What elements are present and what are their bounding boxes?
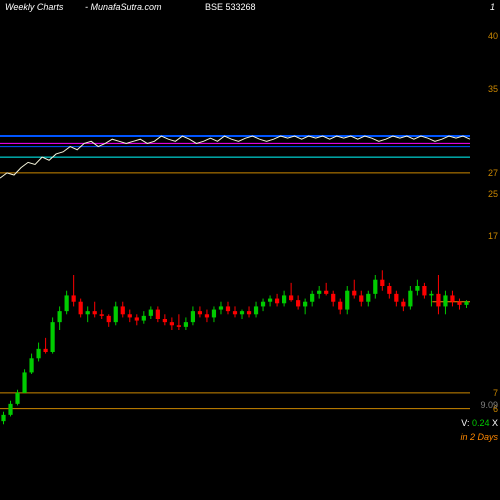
axis-label: 7 <box>493 388 498 398</box>
footer-v-suffix: X <box>489 418 498 428</box>
title-left: Weekly Charts <box>5 2 63 12</box>
axis-label: 40 <box>488 31 498 41</box>
footer-v-value: 0.24 <box>472 418 490 428</box>
chart-svg <box>0 0 500 500</box>
footer-days: in 2 Days <box>460 432 498 442</box>
footer-close-value: 9.09 <box>480 400 498 410</box>
axis-label: 17 <box>488 231 498 241</box>
footer-close: 9.09 <box>480 400 498 410</box>
axis-label: 35 <box>488 84 498 94</box>
footer-v-prefix: V: <box>461 418 472 428</box>
footer-line3: in 2 Days <box>460 432 498 442</box>
axis-label: 25 <box>488 189 498 199</box>
chart-container: Weekly Charts - MunafaSutra.com BSE 5332… <box>0 0 500 500</box>
footer-line2: V: 0.24 X <box>461 418 498 428</box>
chart-header: Weekly Charts - MunafaSutra.com BSE 5332… <box>0 0 500 15</box>
source-label: - MunafaSutra.com <box>85 2 162 12</box>
axis-label: 27 <box>488 168 498 178</box>
symbol-label: BSE 533268 <box>205 2 256 12</box>
top-right-label: 1 <box>490 2 495 12</box>
